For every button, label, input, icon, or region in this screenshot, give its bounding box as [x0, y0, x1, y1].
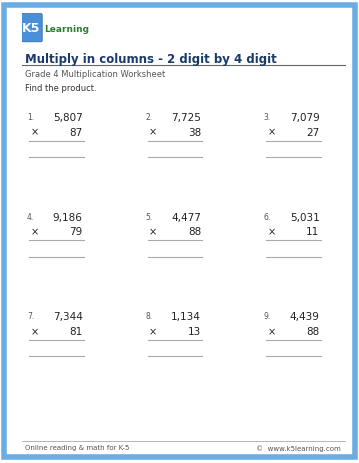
Text: 9,186: 9,186: [53, 212, 83, 222]
Text: ©  www.k5learning.com: © www.k5learning.com: [256, 444, 341, 451]
Text: ×: ×: [31, 127, 39, 138]
Text: ×: ×: [149, 227, 157, 237]
Text: 9.: 9.: [264, 312, 271, 320]
Text: ×: ×: [267, 127, 276, 138]
Text: ×: ×: [31, 326, 39, 337]
Text: ×: ×: [149, 127, 157, 138]
Text: 7,079: 7,079: [290, 113, 320, 123]
Text: ×: ×: [31, 227, 39, 237]
Text: 7.: 7.: [27, 312, 34, 320]
Text: 81: 81: [69, 326, 83, 337]
Text: 11: 11: [306, 227, 320, 237]
Text: 7,725: 7,725: [171, 113, 201, 123]
Text: Find the product.: Find the product.: [25, 83, 97, 92]
Text: Learning: Learning: [44, 25, 89, 34]
Text: 4,477: 4,477: [171, 212, 201, 222]
Text: Online reading & math for K-5: Online reading & math for K-5: [25, 444, 130, 450]
Text: ×: ×: [267, 227, 276, 237]
FancyBboxPatch shape: [20, 15, 42, 43]
Text: 79: 79: [69, 227, 83, 237]
Text: 1,134: 1,134: [171, 312, 201, 322]
Text: ×: ×: [149, 326, 157, 337]
Text: 2.: 2.: [145, 113, 153, 121]
Text: 4,439: 4,439: [290, 312, 320, 322]
Text: 5,031: 5,031: [290, 212, 320, 222]
Text: 6.: 6.: [264, 212, 271, 221]
Text: K5: K5: [22, 22, 41, 35]
Text: Multiply in columns - 2 digit by 4 digit: Multiply in columns - 2 digit by 4 digit: [25, 53, 277, 66]
Text: 88: 88: [306, 326, 320, 337]
Text: 5,807: 5,807: [53, 113, 83, 123]
Text: 5.: 5.: [145, 212, 153, 221]
Text: 13: 13: [188, 326, 201, 337]
Text: ×: ×: [267, 326, 276, 337]
Text: 8.: 8.: [145, 312, 153, 320]
Text: 7,344: 7,344: [53, 312, 83, 322]
Text: Grade 4 Multiplication Worksheet: Grade 4 Multiplication Worksheet: [25, 70, 165, 79]
Text: 38: 38: [188, 127, 201, 138]
Text: 3.: 3.: [264, 113, 271, 121]
Text: 27: 27: [306, 127, 320, 138]
Text: 1.: 1.: [27, 113, 34, 121]
Text: 4.: 4.: [27, 212, 34, 221]
Text: 87: 87: [69, 127, 83, 138]
Text: 88: 88: [188, 227, 201, 237]
